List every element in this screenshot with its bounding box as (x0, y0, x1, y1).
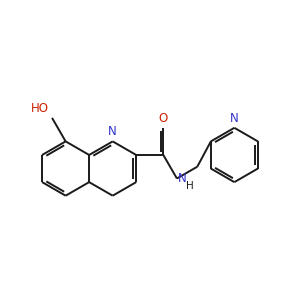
Text: N: N (108, 125, 117, 138)
Text: O: O (159, 112, 168, 124)
Text: N: N (230, 112, 239, 124)
Text: N: N (178, 172, 187, 185)
Text: HO: HO (31, 102, 49, 115)
Text: H: H (186, 181, 194, 191)
